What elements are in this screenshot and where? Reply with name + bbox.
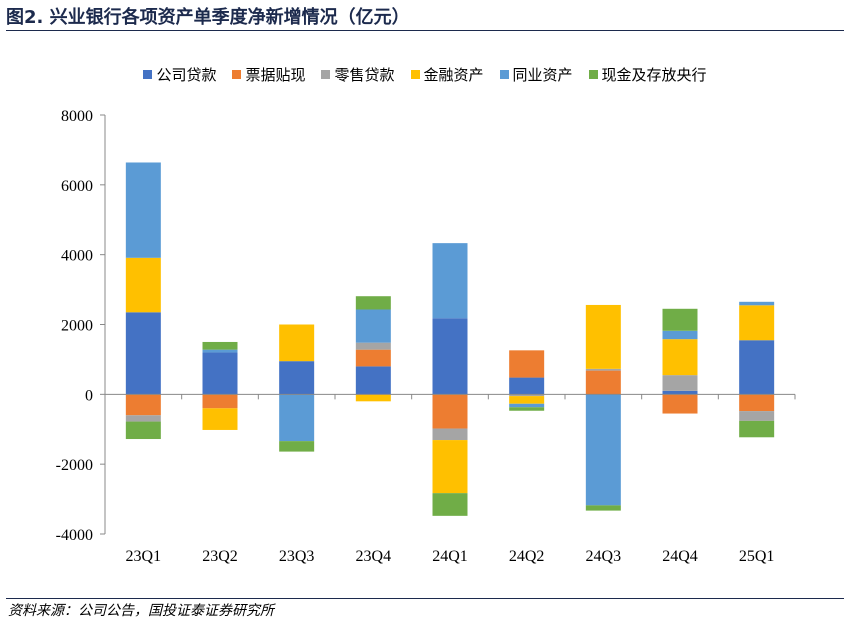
bar-segment [432,440,468,494]
bar-segment [279,324,315,362]
bar-segment [279,394,315,442]
y-tick-label: 4000 [61,248,93,265]
stacked-bar-chart: -4000 -2000 0 2000 4000 6000 8000 23Q1 23Q2 23Q3… [56,108,796,565]
x-tick-label: 24Q4 [662,548,698,565]
bar-segment [202,394,238,409]
bar-segment [355,349,391,367]
bar-segment [432,493,468,516]
y-tick-label: 8000 [61,108,93,125]
bar-segment [355,309,391,343]
source-rule [6,598,844,599]
bar-segment [509,403,545,408]
legend-label: 金融资产 [423,66,484,84]
bar-segment [585,368,621,371]
bar-segment [432,394,468,429]
bar-segment [355,366,391,395]
bar-segment [509,407,545,411]
bar-segment [125,415,161,422]
title-rule [6,30,844,31]
bar-segment [125,312,161,395]
bar-segment [739,340,775,395]
x-tick-label: 23Q4 [356,548,392,565]
bar-segment [202,352,238,395]
bar-segment [202,341,238,350]
legend-swatch [588,70,598,79]
legend-item: 现金及存放央行 [588,64,707,85]
y-tick-label: 2000 [61,318,93,335]
bar-segment [739,394,775,412]
y-tick-label: 0 [85,387,93,404]
bar-segment [432,428,468,441]
legend-item: 零售贷款 [321,64,395,85]
bar-segment [355,394,391,402]
bar-segment [739,420,775,438]
chart-title: 图2. 兴业银行各项资产单季度净新增情况（亿元） [6,7,410,28]
bar-segment [125,162,161,258]
bar-segment [662,394,698,414]
bar-segment [202,408,238,430]
bar-segment [585,370,621,395]
bar-segment [125,257,161,313]
bar-segment [662,330,698,340]
bar-segment [355,342,391,350]
legend-label: 现金及存放央行 [601,66,707,84]
x-tick-label: 23Q1 [126,548,162,565]
y-tick-label: 6000 [61,178,93,195]
y-tick-label: -4000 [56,527,93,544]
bar-segment [662,339,698,376]
bars [125,162,775,516]
legend-swatch [410,70,420,79]
bar-segment [739,305,775,341]
x-tick-label: 23Q2 [202,548,238,565]
bar-segment [355,296,391,310]
bar-segment [662,390,698,395]
bar-segment [509,377,545,395]
y-tick-label: -2000 [56,457,93,474]
bar-segment [125,421,161,440]
bar-segment [739,301,775,306]
bar-segment [279,441,315,452]
legend-item: 公司贷款 [143,64,216,85]
legend-item: 票据贴现 [232,64,305,85]
y-axis: -4000 -2000 0 2000 4000 6000 8000 [56,108,106,544]
legend-item: 金融资产 [410,64,484,85]
bar-segment [279,361,315,395]
bar-segment [739,411,775,421]
x-tick-label: 24Q1 [432,548,468,565]
bar-segment [202,349,238,353]
bar-segment [585,304,621,369]
bar-segment [585,394,621,506]
source-note: 资料来源：公司公告，国投证泰证券研究所 [8,603,274,619]
bar-segment [432,243,468,319]
x-tick-label: 24Q3 [586,548,622,565]
x-tick-label: 25Q1 [739,548,775,565]
x-tick-label: 24Q2 [509,548,545,565]
bar-segment [585,505,621,511]
bar-segment [509,396,545,404]
legend: 公司贷款 票据贴现 零售贷款 金融资产 同业资产 现金及存放央行 [0,64,850,85]
bar-segment [662,375,698,391]
x-axis: 23Q1 23Q2 23Q3 23Q4 24Q1 24Q2 24Q3 24Q4 25Q1 [104,393,796,565]
legend-swatch [499,70,509,79]
x-tick-label: 23Q3 [279,548,315,565]
legend-label: 公司贷款 [156,66,217,84]
legend-swatch [143,70,153,79]
legend-swatch [232,70,242,79]
legend-label: 票据贴现 [245,66,306,84]
bar-segment [125,394,161,416]
bar-segment [509,394,545,397]
bar-segment [662,308,698,331]
legend-swatch [321,70,331,79]
legend-item: 同业资产 [499,64,573,85]
legend-label: 同业资产 [512,66,573,84]
bar-segment [509,350,545,378]
legend-label: 零售贷款 [334,66,395,84]
bar-segment [432,318,468,395]
